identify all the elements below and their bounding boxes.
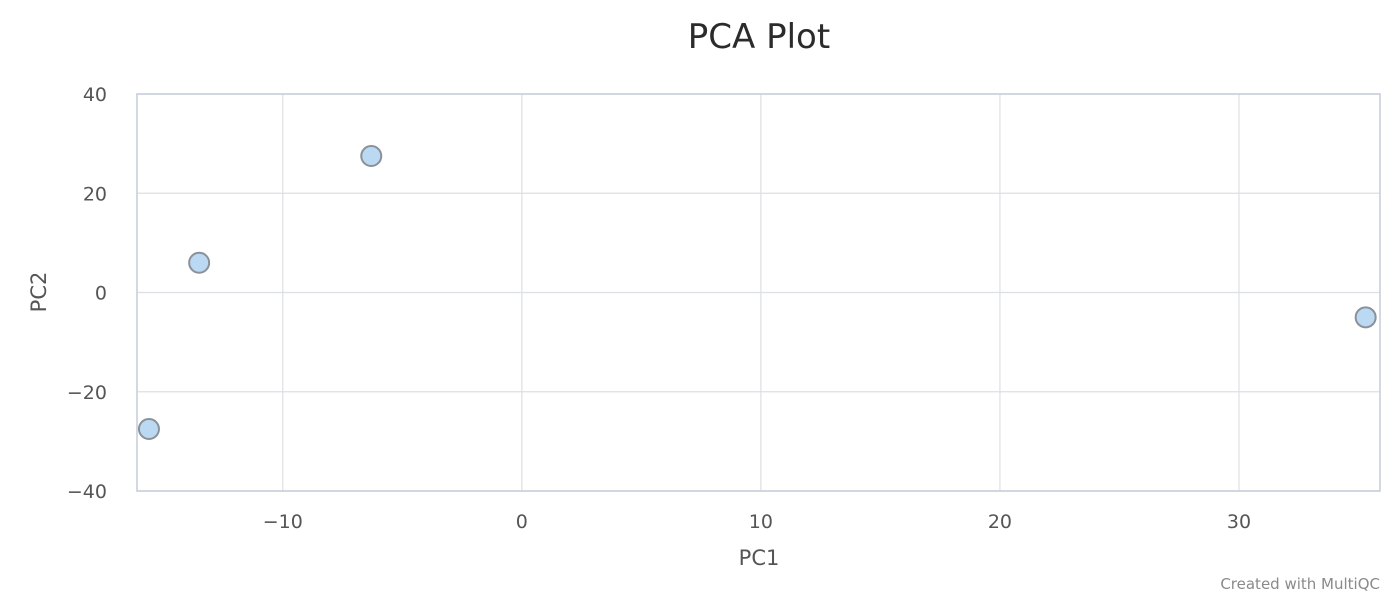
plot-area-frame (136, 93, 1381, 492)
data-point[interactable] (137, 417, 160, 440)
x-tick-label: 10 (749, 511, 773, 533)
chart-title: PCA Plot (688, 17, 830, 57)
data-point[interactable] (1354, 306, 1377, 329)
x-axis-title: PC1 (739, 546, 780, 570)
y-tick-label: −40 (67, 481, 107, 503)
data-point[interactable] (360, 145, 383, 168)
y-tick-label: −20 (67, 382, 107, 404)
x-tick-label: −10 (263, 511, 303, 533)
data-point[interactable] (188, 251, 211, 274)
scatter-points (137, 145, 1377, 440)
x-tick-label: 20 (988, 511, 1012, 533)
x-tick-label: 30 (1227, 511, 1251, 533)
y-tick-label: 40 (83, 84, 107, 106)
y-tick-label: 20 (83, 183, 107, 205)
grid (137, 93, 1380, 492)
y-tick-label: 0 (95, 283, 107, 305)
axis-ticks: −10 0 10 20 30 −40 −20 0 20 40 (67, 84, 1251, 533)
multiqc-credit[interactable]: Created with MultiQC (1220, 575, 1380, 593)
x-tick-label: 0 (516, 511, 528, 533)
y-axis-title: PC2 (27, 272, 51, 313)
